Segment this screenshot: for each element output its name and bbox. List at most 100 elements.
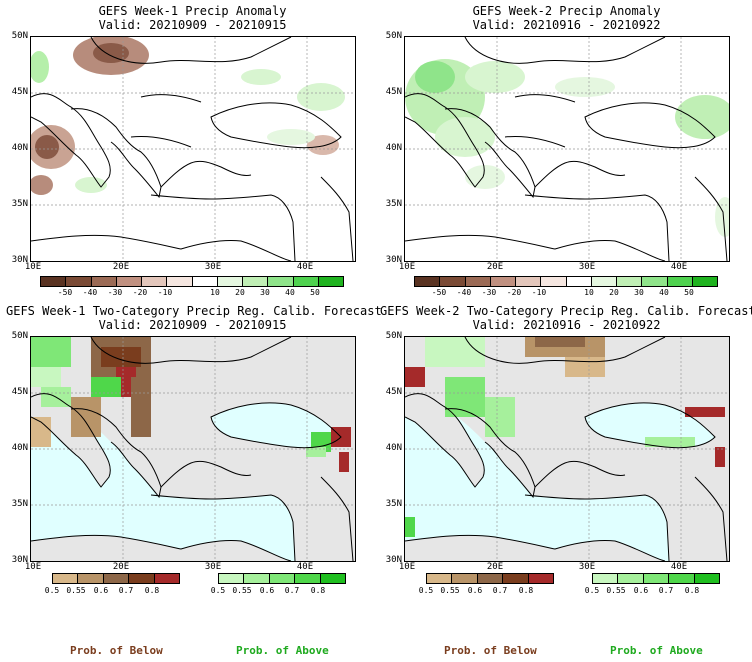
p2-lat-45: 45N	[385, 87, 402, 97]
panel2-title: GEFS Week-2 Precip Anomaly	[472, 4, 661, 18]
p4-lon-40: 40E	[670, 562, 688, 572]
dry-anomaly-caucasus	[307, 135, 339, 155]
p1-cb-tick: -20	[132, 288, 148, 297]
p3-lat-45: 45N	[11, 387, 28, 397]
p2-cb-tick: 20	[609, 288, 619, 297]
p4-above-tick: 0.5	[584, 586, 600, 595]
p2-lat-35: 35N	[385, 199, 402, 209]
p2-lat-50: 50N	[385, 31, 402, 41]
p1-lon-30: 30E	[204, 262, 222, 272]
panel4-map	[404, 336, 730, 562]
p3-lat-40: 40N	[11, 443, 28, 453]
wet-anomaly-caucasus	[675, 95, 729, 139]
p3-lat-50: 50N	[11, 331, 28, 341]
p1-lat-45: 45N	[11, 87, 28, 97]
p3-above-tick: 0.55	[232, 586, 252, 595]
p2-cb-tick: -10	[531, 288, 547, 297]
p4-lat-40: 40N	[385, 443, 402, 453]
p3-below-tick: 0.8	[144, 586, 160, 595]
p1-lon-20: 20E	[112, 262, 130, 272]
p1-lon-40: 40E	[296, 262, 314, 272]
p2-lon-30: 30E	[578, 262, 596, 272]
p3-below-tick: 0.7	[118, 586, 134, 595]
p1-lat-30: 30N	[11, 255, 28, 265]
p4-below-colorbar	[426, 573, 554, 584]
wet-anomaly-alps	[31, 51, 49, 83]
p2-cb-tick: -20	[506, 288, 522, 297]
panel3-title: GEFS Week-1 Two-Category Precip Reg. Cal…	[6, 304, 382, 318]
p1-cb-tick: 40	[285, 288, 295, 297]
p4-below-tick: 0.55	[440, 586, 460, 595]
p3-prob-above-label: Prob. of Above	[236, 644, 329, 657]
p2-cb-tick: 30	[634, 288, 644, 297]
p2-cb-tick: -40	[456, 288, 472, 297]
p1-cb-tick: -10	[157, 288, 173, 297]
p2-lon-40: 40E	[670, 262, 688, 272]
panel1-map-svg	[31, 37, 355, 261]
p4-lat-35: 35N	[385, 499, 402, 509]
panel2-valid: Valid: 20210916 - 20210922	[472, 18, 661, 32]
p3-above-tick: 0.5	[210, 586, 226, 595]
p4-lon-10: 10E	[398, 562, 416, 572]
p1-cb-tick: 10	[210, 288, 220, 297]
p2-cb-tick: 40	[659, 288, 669, 297]
p1-cb-tick: -30	[107, 288, 123, 297]
panel3-map-svg	[31, 337, 355, 561]
p1-lat-35: 35N	[11, 199, 28, 209]
sea-region	[31, 409, 295, 561]
p4-above-tick: 0.8	[684, 586, 700, 595]
prob-below-blocks	[31, 337, 351, 472]
p1-anomaly-colorbar	[40, 276, 344, 287]
p1-cb-tick: -40	[82, 288, 98, 297]
p1-cb-tick: 50	[310, 288, 320, 297]
p3-above-colorbar	[218, 573, 346, 584]
p4-below-tick: 0.8	[518, 586, 534, 595]
panel1-map	[30, 36, 356, 262]
panel3-map	[30, 336, 356, 562]
p3-lon-30: 30E	[204, 562, 222, 572]
p2-cb-tick: 10	[584, 288, 594, 297]
p4-prob-below-label: Prob. of Below	[444, 644, 537, 657]
p1-lat-50: 50N	[11, 31, 28, 41]
p1-cb-tick: 20	[235, 288, 245, 297]
p2-cb-tick: -50	[431, 288, 447, 297]
p3-above-tick: 0.7	[284, 586, 300, 595]
p3-above-tick: 0.8	[310, 586, 326, 595]
p2-lat-30: 30N	[385, 255, 402, 265]
p4-lat-45: 45N	[385, 387, 402, 397]
p3-lat-35: 35N	[11, 499, 28, 509]
p3-lon-10: 10E	[24, 562, 42, 572]
p4-above-tick: 0.6	[633, 586, 649, 595]
p4-lat-50: 50N	[385, 331, 402, 341]
p3-above-tick: 0.6	[259, 586, 275, 595]
panel3-valid: Valid: 20210909 - 20210915	[98, 318, 287, 332]
p3-lon-20: 20E	[112, 562, 130, 572]
p3-prob-below-label: Prob. of Below	[70, 644, 163, 657]
panel1-valid: Valid: 20210909 - 20210915	[98, 18, 287, 32]
p2-lon-10: 10E	[398, 262, 416, 272]
p1-cb-tick: -50	[57, 288, 73, 297]
p4-lat-30: 30N	[385, 555, 402, 565]
p4-below-tick: 0.5	[418, 586, 434, 595]
p3-below-tick: 0.5	[44, 586, 60, 595]
panel4-title: GEFS Week-2 Two-Category Precip Reg. Cal…	[380, 304, 752, 318]
p4-below-tick: 0.7	[492, 586, 508, 595]
p1-cb-tick: 30	[260, 288, 270, 297]
p3-lat-30: 30N	[11, 555, 28, 565]
prob-above-blocks	[405, 337, 695, 537]
p3-below-tick: 0.55	[66, 586, 86, 595]
p4-below-tick: 0.6	[467, 586, 483, 595]
p4-lon-30: 30E	[578, 562, 596, 572]
p4-above-tick: 0.55	[606, 586, 626, 595]
p4-above-tick: 0.7	[658, 586, 674, 595]
panel1-title: GEFS Week-1 Precip Anomaly	[98, 4, 287, 18]
p3-below-colorbar	[52, 573, 180, 584]
p2-lon-20: 20E	[486, 262, 504, 272]
p4-above-colorbar	[592, 573, 720, 584]
panel4-valid: Valid: 20210916 - 20210922	[472, 318, 661, 332]
p2-lat-40: 40N	[385, 143, 402, 153]
p1-lat-40: 40N	[11, 143, 28, 153]
p3-lon-40: 40E	[296, 562, 314, 572]
panel4-map-svg	[405, 337, 729, 561]
p2-cb-tick: -30	[481, 288, 497, 297]
